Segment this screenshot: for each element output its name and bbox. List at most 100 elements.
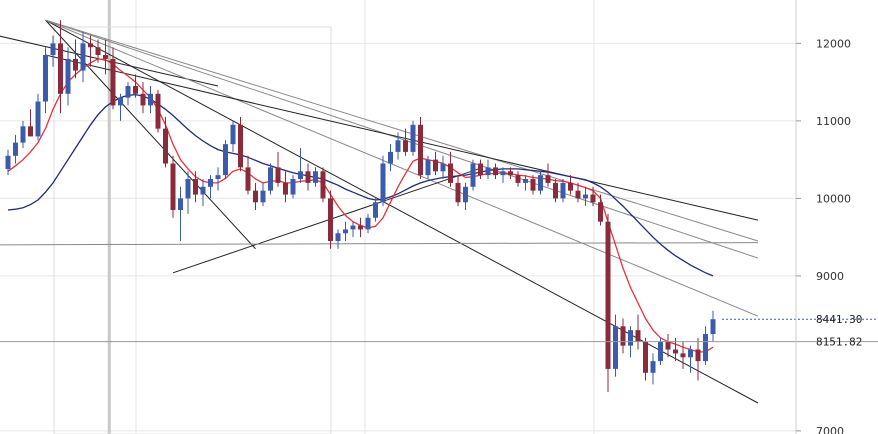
candle — [485, 159, 491, 180]
price-marker-label: 8151.82 — [816, 336, 862, 349]
candle — [410, 120, 416, 156]
candle — [448, 151, 453, 187]
candle-body — [260, 190, 266, 203]
candle — [58, 20, 63, 114]
candle — [20, 120, 26, 149]
candle-body — [500, 171, 506, 176]
candle — [380, 155, 386, 207]
selection-box — [53, 26, 332, 434]
candle-body — [665, 341, 671, 350]
candle-body — [530, 179, 536, 191]
candle-body — [598, 202, 603, 222]
candle — [650, 353, 656, 385]
candle — [658, 337, 663, 366]
candle-body — [538, 175, 543, 191]
candle — [118, 93, 123, 121]
candle-body — [28, 126, 33, 137]
candle — [148, 86, 153, 114]
candle-body — [140, 93, 146, 106]
candle-body — [380, 163, 386, 203]
candle-body — [58, 43, 63, 94]
candle — [710, 310, 716, 342]
candle — [620, 318, 626, 354]
candle — [125, 82, 131, 106]
candle-body — [440, 163, 446, 172]
candle-body — [178, 198, 183, 211]
candle-body — [523, 179, 528, 183]
candle — [343, 221, 348, 242]
candle — [583, 186, 588, 207]
candle — [418, 117, 423, 180]
candle — [695, 337, 701, 381]
candle — [463, 182, 468, 211]
candle — [140, 82, 146, 114]
trendline — [45, 19, 759, 404]
candle-body — [688, 349, 693, 358]
trendline — [45, 19, 759, 242]
candle-body — [298, 171, 303, 180]
candles — [5, 20, 716, 393]
trendline — [45, 19, 759, 259]
candle — [373, 198, 378, 222]
candle-body — [268, 167, 273, 191]
candle-body — [335, 233, 341, 242]
candle — [88, 35, 93, 67]
candle — [440, 155, 446, 180]
y-tick-label: 10000 — [816, 192, 851, 205]
candle — [560, 179, 566, 203]
candle — [193, 171, 198, 203]
candle — [238, 117, 243, 172]
candle-body — [403, 140, 408, 152]
y-tick-label: 9000 — [816, 270, 844, 283]
candle-body — [253, 190, 258, 203]
candle-body — [605, 221, 611, 369]
price-marker-label: 8441.30 — [816, 313, 862, 326]
candle-body — [50, 43, 56, 56]
candle — [515, 171, 521, 187]
candle-body — [635, 330, 641, 342]
candle-body — [73, 58, 78, 71]
candle-body — [583, 194, 588, 199]
candle — [215, 167, 221, 191]
candle-body — [470, 163, 476, 187]
candle-body — [110, 58, 116, 106]
candle — [35, 93, 41, 141]
candle-body — [223, 144, 228, 176]
candle — [133, 74, 138, 98]
candle-body — [650, 361, 656, 373]
candle-body — [80, 43, 86, 71]
candle — [95, 39, 101, 63]
candle-body — [13, 142, 18, 156]
candle — [395, 132, 401, 160]
candle — [290, 175, 296, 199]
candle — [478, 159, 483, 180]
grid — [0, 0, 796, 434]
candle-body — [185, 179, 191, 199]
candle-body — [613, 326, 618, 369]
y-tick-label: 7000 — [816, 425, 844, 434]
candle — [275, 151, 281, 187]
candle — [305, 163, 311, 191]
candle — [5, 149, 11, 176]
candle-body — [575, 190, 581, 199]
candle — [688, 345, 693, 373]
candle-body — [170, 163, 176, 211]
candle — [425, 155, 431, 180]
candle — [155, 89, 161, 133]
candle-body — [703, 334, 708, 362]
candle — [230, 120, 236, 152]
candle-body — [545, 175, 551, 183]
y-axis: 12000 11000 10000 9000 7000 — [795, 0, 851, 434]
y-tick-label: 12000 — [816, 37, 851, 50]
candle — [545, 163, 551, 187]
candle — [568, 175, 573, 195]
candle-body — [283, 182, 288, 195]
candle-body — [658, 341, 663, 362]
candle — [223, 140, 228, 180]
candle — [200, 179, 206, 207]
candle-body — [425, 159, 431, 176]
candle-body — [305, 171, 311, 183]
trendline — [45, 19, 759, 317]
candle — [530, 175, 536, 195]
